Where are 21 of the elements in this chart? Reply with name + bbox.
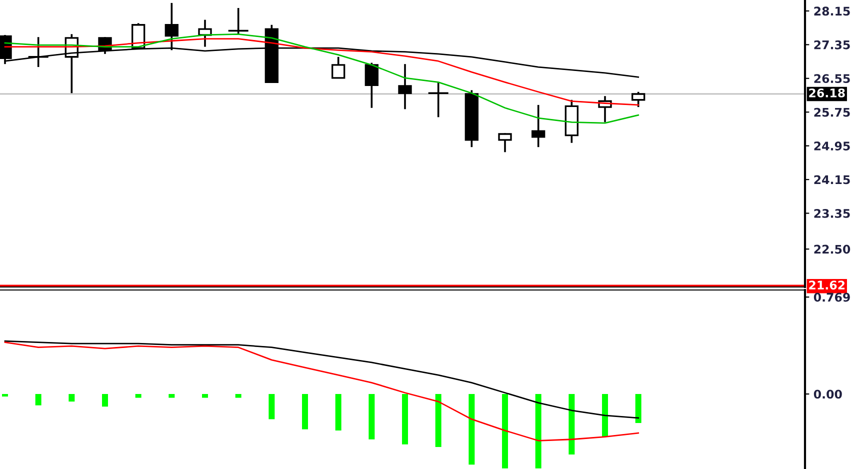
- candlestick: [198, 18, 212, 48]
- candlestick: [398, 63, 412, 110]
- y-tick-label: 24.15: [814, 175, 850, 184]
- y-tick-label: 25.75: [814, 108, 850, 117]
- y-tick-label: 22.50: [814, 244, 850, 254]
- line-series: [4, 342, 640, 442]
- ref-line-label: 26.18: [809, 88, 845, 98]
- candlestick: [632, 90, 646, 108]
- candlestick: [364, 62, 378, 109]
- y-tick-label: 24.95: [814, 142, 850, 150]
- y-tick-label: 0.00: [814, 390, 842, 399]
- candlestick: [498, 132, 512, 154]
- candlestick: [332, 56, 346, 79]
- line-series: [4, 340, 640, 419]
- y-tick-label: 23.35: [814, 208, 850, 218]
- y-tick-label: 26.55: [814, 74, 850, 84]
- y-tick-label: 0.769: [814, 292, 850, 302]
- candlestick: [532, 104, 546, 148]
- ref-line-label: 21.62: [809, 280, 845, 290]
- y-tick-label: 27.35: [814, 40, 850, 50]
- y-tick-label: 28.15: [814, 6, 850, 16]
